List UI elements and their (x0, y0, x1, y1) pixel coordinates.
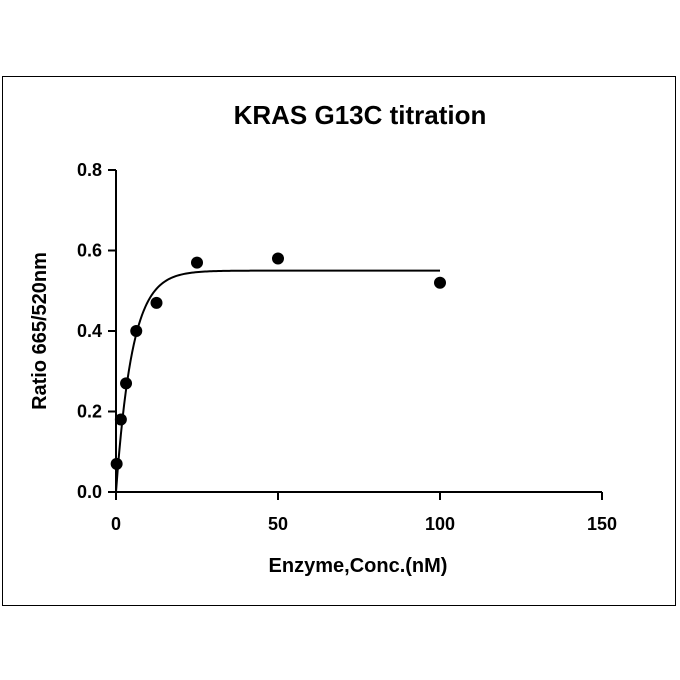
data-point (110, 457, 123, 470)
data-point (191, 256, 203, 269)
axes (108, 169, 603, 500)
data-point (120, 377, 133, 390)
y-tick-label: 0.6 (77, 241, 102, 261)
data-point (272, 252, 284, 265)
tick-labels: 0 50 100 150 0.0 0.2 0.4 0.6 0.8 (77, 160, 617, 534)
chart-frame (2, 76, 676, 606)
y-tick-label: 0.0 (77, 482, 102, 502)
y-axis-label: Ratio 665/520nm (29, 252, 51, 410)
data-points (110, 252, 446, 470)
data-point (434, 276, 446, 289)
x-tick-label: 0 (111, 514, 121, 534)
x-tick-label: 100 (425, 514, 455, 534)
x-tick-label: 150 (587, 514, 617, 534)
y-tick-label: 0.8 (77, 160, 102, 180)
y-tick-label: 0.2 (77, 402, 102, 422)
data-point (150, 296, 163, 309)
y-tick-label: 0.4 (77, 321, 102, 341)
chart-title: KRAS G13C titration (234, 100, 487, 130)
fit-curve (115, 269, 440, 493)
data-point (130, 325, 143, 337)
x-tick-label: 50 (268, 514, 288, 534)
data-point (114, 413, 127, 426)
x-axis-label: Enzyme,Conc.(nM) (269, 555, 448, 577)
